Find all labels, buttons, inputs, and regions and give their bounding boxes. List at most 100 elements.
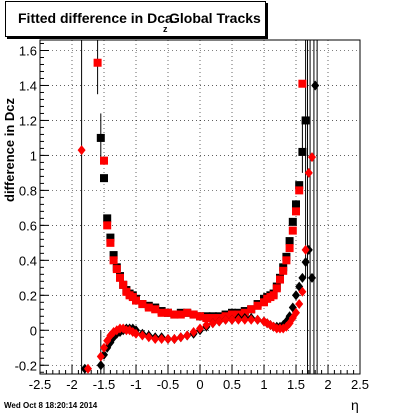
data-point [202,314,211,323]
x-tick-label: -2.5 [29,377,51,392]
data-point [285,244,294,253]
data-point [103,221,112,230]
data-point [308,152,316,163]
data-point [221,314,230,325]
data-point [298,272,307,283]
data-point [253,301,262,310]
chart-title-box: Fitted difference in Dca z Global Tracks [5,1,266,37]
y-tick-label: 0.6 [19,218,37,233]
data-point [183,330,192,341]
data-point [93,58,102,67]
y-tick-label: 0.2 [19,288,37,303]
x-tick-label: 0.5 [223,377,241,392]
data-point [176,332,185,343]
y-tick-label: 0 [30,323,37,338]
data-point [157,334,166,345]
data-point [311,80,320,91]
data-point [282,256,291,265]
data-point [164,308,172,317]
data-point [295,186,304,195]
data-point [215,316,224,327]
data-point [96,351,105,362]
data-point [119,280,128,289]
data-point [183,308,192,317]
x-tick-label: -1.5 [93,377,115,392]
x-tick-label: 1 [260,377,267,392]
data-point [208,318,217,329]
x-tick-label: -2 [66,377,78,392]
data-point [202,320,211,331]
data-point [189,327,198,338]
y-tick-label: 1.6 [19,43,37,58]
data-point [109,256,118,265]
data-point [189,310,198,319]
data-point [288,217,297,226]
data-point [240,308,249,317]
y-tick-label: 1.4 [19,78,37,93]
data-point [138,330,147,341]
chart-title-suffix: Global Tracks [169,10,261,26]
data-point [301,116,310,125]
data-point [228,314,236,325]
chart-title: Fitted difference in Dca [18,10,173,26]
x-tick-label: 0 [196,377,203,392]
data-point [77,145,86,156]
data-point [132,328,140,339]
data-point [295,299,304,310]
data-point [100,342,108,353]
x-tick-label: 2 [324,377,331,392]
data-point [84,363,92,374]
x-tick-label: -0.5 [157,377,179,392]
data-point [116,273,124,282]
y-tick-label: 0.4 [19,253,37,268]
data-point [240,314,249,325]
data-point [208,314,217,323]
x-tick-label: 2.5 [351,377,369,392]
y-axis-label: difference in Dcz [2,97,17,202]
data-point [132,296,140,305]
x-tick-label: -1 [130,377,142,392]
data-point [298,147,307,156]
data-point [151,334,160,345]
data-point [100,156,108,165]
y-tick-label: 1 [30,148,37,163]
data-point [292,200,300,209]
data-point [170,310,179,319]
data-point [288,226,297,235]
x-axis-label: η [351,397,359,413]
data-point [301,244,310,255]
data-point [151,305,160,314]
data-point [292,290,300,301]
y-tick-label: -0.2 [15,358,37,373]
data-point [247,305,256,314]
data-point [269,291,278,300]
data-point [100,174,108,183]
chart-title-subscript: z [163,24,168,34]
data-point [298,286,307,297]
data-point [103,214,112,223]
timestamp: Wed Oct 8 18:20:14 2014 [4,401,98,410]
x-tick-label: 1.5 [287,377,305,392]
data-point [157,308,166,317]
data-point [292,307,300,318]
data-point [253,314,262,325]
data-point [109,251,118,260]
data-point [138,300,147,309]
data-point [170,334,179,345]
data-point [308,272,316,283]
data-point [112,265,121,274]
data-point [144,303,153,312]
y-tick-label: 0.8 [19,183,37,198]
data-point [96,133,105,142]
data-point [272,284,281,293]
data-point [279,266,288,275]
data-point [285,237,294,246]
data-point [295,181,304,190]
data-point [234,314,243,325]
data-point [276,275,284,284]
data-point [96,360,105,371]
data-point [304,167,313,178]
data-point [164,334,172,345]
data-point [144,332,153,343]
